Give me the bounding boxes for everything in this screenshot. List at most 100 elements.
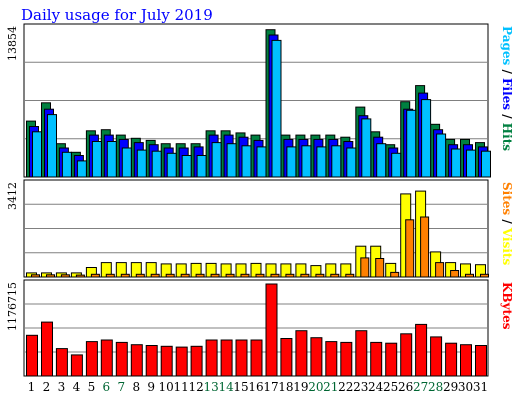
sites-bar bbox=[270, 273, 280, 278]
x-tick-label: 8 bbox=[132, 380, 140, 394]
kbytes-bar bbox=[235, 339, 248, 377]
pages-bar bbox=[241, 145, 252, 178]
x-tick-label: 24 bbox=[368, 380, 384, 394]
sites-bar bbox=[165, 273, 175, 278]
kbytes-bar bbox=[340, 341, 353, 377]
sites-bar bbox=[31, 274, 40, 278]
pages-bar bbox=[76, 160, 87, 178]
sites-bar bbox=[225, 273, 235, 278]
legend-entry: Pages bbox=[500, 26, 512, 66]
x-tick-label: 11 bbox=[174, 380, 189, 394]
sites-bar bbox=[300, 273, 310, 278]
x-tick-label: 3 bbox=[58, 380, 66, 394]
pages-bar bbox=[181, 155, 192, 178]
x-tick-label: 1 bbox=[28, 380, 36, 394]
kbytes-bar bbox=[415, 323, 428, 377]
x-tick-label: 2 bbox=[43, 380, 51, 394]
kbytes-bar bbox=[55, 348, 68, 377]
sites-bar bbox=[255, 273, 265, 278]
x-tick-label: 7 bbox=[117, 380, 125, 394]
sites-bar bbox=[465, 273, 474, 278]
pages-bar bbox=[166, 152, 177, 178]
kbytes-bar bbox=[85, 341, 98, 377]
x-tick-label: 9 bbox=[147, 380, 155, 394]
sites-bar bbox=[420, 216, 430, 278]
sites-bar bbox=[390, 271, 400, 278]
sites-bar bbox=[360, 257, 370, 278]
kbytes-bar bbox=[445, 342, 458, 377]
kbytes-bar bbox=[100, 339, 113, 377]
legend-separator: / bbox=[500, 65, 512, 78]
legend-entry: KBytes bbox=[500, 282, 512, 330]
sites-bar bbox=[315, 273, 325, 278]
x-tick-label: 21 bbox=[323, 380, 338, 394]
sites-bar bbox=[180, 273, 190, 278]
pages-bar bbox=[91, 141, 102, 178]
kbytes-bar bbox=[310, 337, 323, 377]
kbytes-bar bbox=[295, 330, 308, 377]
x-tick-label: 19 bbox=[293, 380, 308, 394]
pages-bar bbox=[226, 143, 237, 178]
pages-bar bbox=[121, 147, 132, 178]
sites-bar bbox=[210, 273, 220, 278]
legend-entry: Visits bbox=[500, 227, 512, 266]
pages-bar bbox=[436, 133, 447, 178]
x-tick-label: 20 bbox=[308, 380, 323, 394]
kbytes-bar bbox=[205, 339, 218, 377]
legend-separator: / bbox=[500, 110, 512, 123]
kbytes-bar bbox=[115, 341, 128, 377]
kbytes-bar bbox=[355, 330, 368, 377]
kbytes-bar bbox=[220, 339, 233, 377]
kbytes-bar bbox=[70, 354, 83, 377]
x-tick-label: 17 bbox=[263, 380, 278, 394]
kbytes-panel-ymax-label: 1176715 bbox=[6, 282, 19, 331]
sites-bar bbox=[240, 273, 250, 278]
x-tick-label: 4 bbox=[73, 380, 81, 394]
pages-bar bbox=[481, 150, 491, 178]
kbytes-bar bbox=[370, 341, 383, 377]
pages-bar bbox=[61, 151, 72, 178]
kbytes-bar bbox=[430, 336, 443, 377]
kbytes-panel-legend: KBytes bbox=[500, 282, 512, 330]
x-tick-label: 23 bbox=[353, 380, 368, 394]
kbytes-bar bbox=[130, 344, 143, 377]
legend-entry: Sites bbox=[500, 182, 512, 215]
sites-bar bbox=[480, 273, 489, 278]
kbytes-bar bbox=[160, 345, 173, 377]
x-tick-label: 29 bbox=[443, 380, 458, 394]
pages-bar bbox=[451, 148, 462, 178]
x-tick-label: 28 bbox=[428, 380, 443, 394]
sites-bar bbox=[345, 273, 355, 278]
sites-bar bbox=[75, 274, 85, 278]
pages-bar bbox=[391, 152, 402, 178]
kbytes-bar bbox=[460, 344, 472, 377]
x-tick-label: 10 bbox=[159, 380, 174, 394]
x-tick-label: 5 bbox=[88, 380, 96, 394]
x-tick-label: 26 bbox=[398, 380, 413, 394]
pages-bar bbox=[256, 146, 267, 178]
visits-panel-legend: Sites / Visits bbox=[500, 182, 512, 265]
pages-bar bbox=[136, 149, 147, 178]
x-tick-label: 12 bbox=[188, 380, 203, 394]
sites-bar bbox=[285, 273, 295, 278]
x-tick-label: 22 bbox=[338, 380, 353, 394]
x-tick-label: 27 bbox=[413, 380, 428, 394]
pages-bar bbox=[196, 155, 207, 178]
pages-bar bbox=[376, 143, 387, 178]
pages-bar bbox=[361, 118, 372, 178]
sites-bar bbox=[330, 273, 340, 278]
kbytes-bar bbox=[41, 321, 53, 377]
kbytes-bar bbox=[265, 283, 278, 377]
kbytes-bar bbox=[475, 345, 487, 377]
pages-bar bbox=[47, 114, 57, 178]
kbytes-bar bbox=[145, 345, 158, 377]
pages-bar bbox=[421, 99, 432, 178]
hits-panel-legend: Pages / Files / Hits bbox=[500, 26, 512, 151]
x-tick-label: 15 bbox=[233, 380, 248, 394]
sites-bar bbox=[435, 262, 445, 278]
sites-bar bbox=[405, 219, 415, 278]
sites-bar bbox=[60, 274, 70, 278]
pages-bar bbox=[286, 146, 297, 178]
sites-bar bbox=[46, 274, 55, 278]
